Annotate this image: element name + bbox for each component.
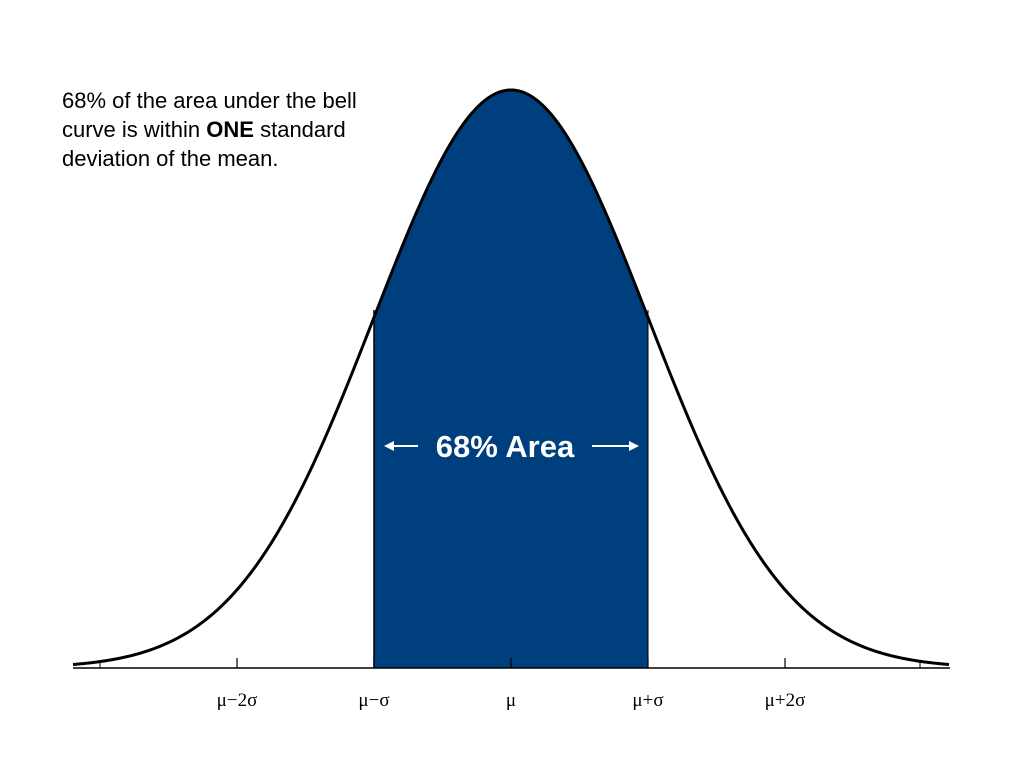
description-line: curve is within ONE standard (62, 117, 346, 142)
description-text: standard (260, 117, 346, 142)
shaded-area (374, 90, 648, 668)
area-arrows (384, 441, 639, 451)
axis-label: μ (506, 690, 516, 711)
bell-curve (72, 88, 950, 667)
description-text: curve is within (62, 117, 200, 142)
axis-label: μ+σ (632, 690, 663, 711)
description-line: 68% of the area under the bell (62, 88, 357, 113)
axis-label: μ−2σ (217, 690, 258, 711)
area-label: 68% Area (436, 429, 575, 464)
axis-ticks: μ−2σ μ−σ μ μ+σ μ+2σ (99, 658, 921, 711)
axis-label: μ+2σ (765, 690, 806, 711)
description-emphasis: ONE (206, 117, 254, 142)
axis-label: μ−σ (358, 690, 389, 711)
description-line: deviation of the mean. (62, 146, 278, 171)
